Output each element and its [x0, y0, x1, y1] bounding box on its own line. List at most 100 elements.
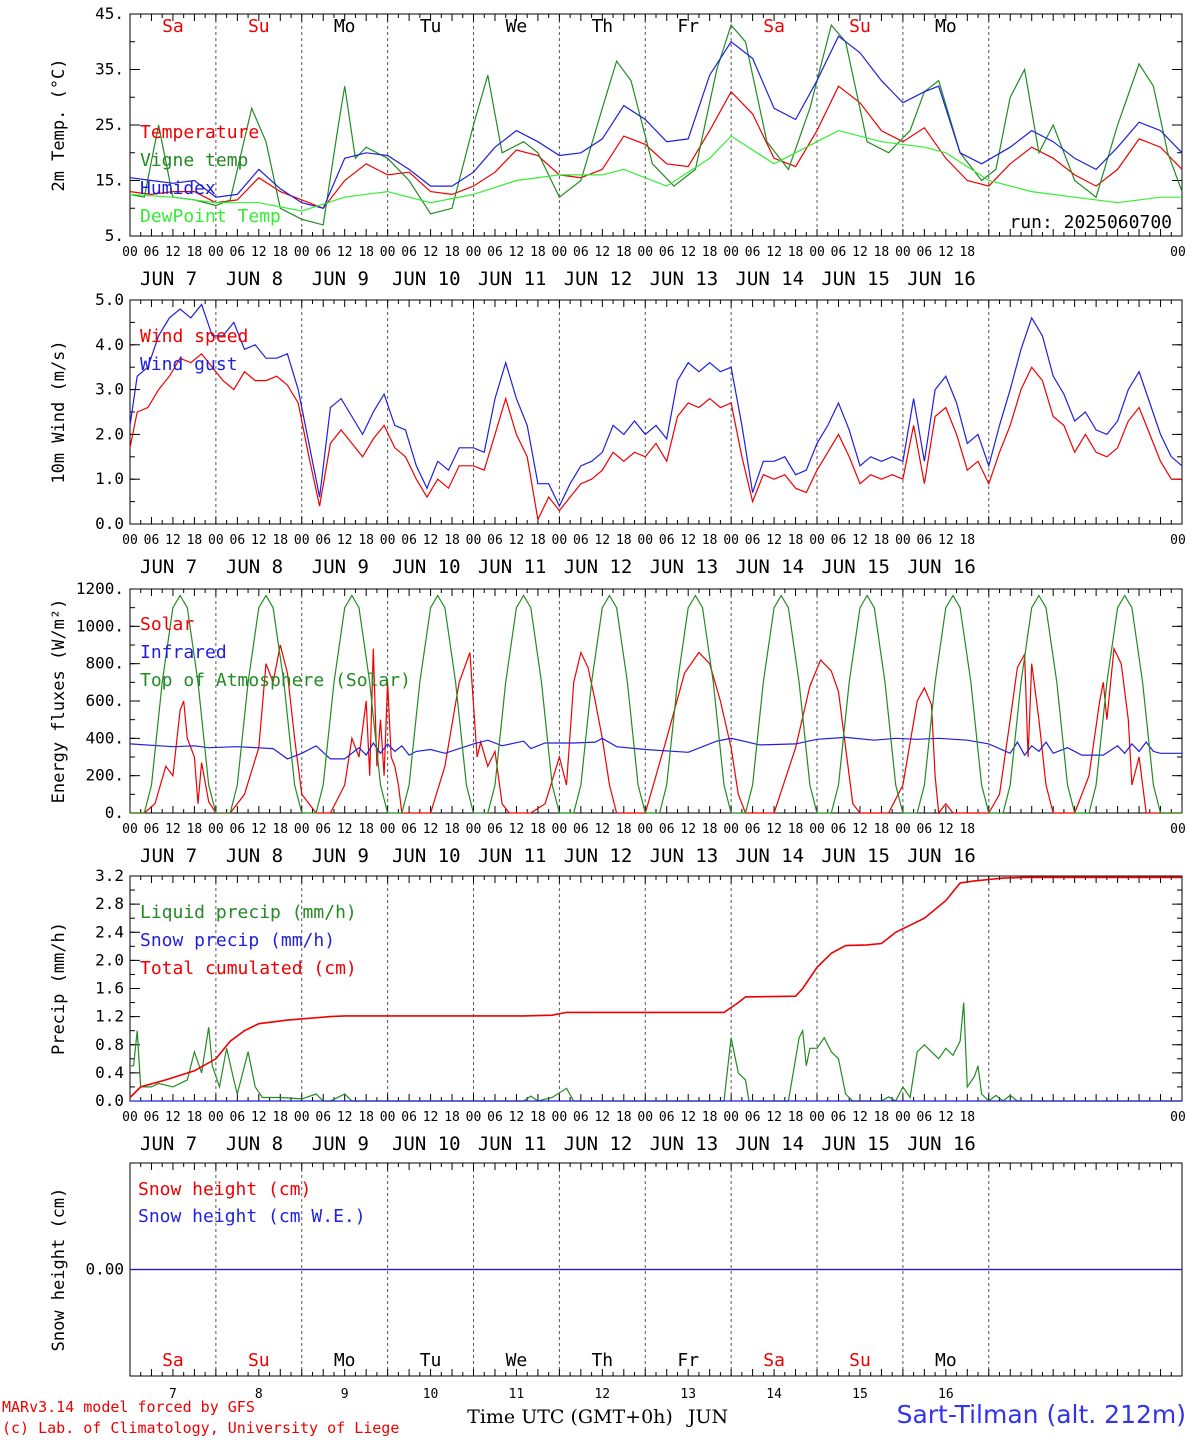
hour-tick-label: 00: [552, 822, 568, 837]
hour-tick-label: 12: [680, 245, 696, 260]
day-number-label: 15: [852, 1387, 868, 1402]
hour-tick-label: 12: [251, 1110, 267, 1125]
hour-tick-label: 18: [187, 822, 203, 837]
y-tick-label: 1200.: [76, 579, 124, 598]
y-tick-label: 0.0: [95, 514, 124, 533]
panel-2: 0.0 1.0 2.0 3.0 4.0 5.0 10m Wind (m/s) Wind spe…: [49, 290, 1186, 578]
hour-tick-label: 06: [745, 1110, 761, 1125]
legend-entry: Snow height (cm W.E.): [138, 1206, 366, 1227]
series-line: [129, 736, 1182, 760]
weekday-label: Mo: [334, 16, 356, 37]
hour-tick-label: 06: [831, 1110, 847, 1125]
date-label: JUN 10: [392, 845, 461, 867]
weekday-label: We: [506, 1350, 528, 1371]
weekday-label: We: [506, 16, 528, 37]
hour-tick-label: 00: [723, 245, 739, 260]
date-label: JUN 12: [564, 845, 633, 867]
y-tick-label: 1.0: [95, 469, 124, 488]
y-tick-label: 45.: [95, 4, 124, 23]
weekday-label: Sa: [763, 16, 785, 37]
date-label: JUN 11: [478, 1133, 547, 1155]
y-tick-label: 2.0: [95, 424, 124, 443]
hour-tick-label: 12: [938, 533, 954, 548]
hour-tick-label: 06: [487, 1110, 503, 1125]
hour-tick-label: 12: [766, 245, 782, 260]
hour-tick-label: 18: [788, 533, 804, 548]
legend-entry: Wind gust: [140, 354, 238, 375]
weekday-label: Sa: [763, 1350, 785, 1371]
hour-tick-label: 06: [659, 245, 675, 260]
hour-tick-label: 12: [594, 533, 610, 548]
legend-entry: Humidex: [140, 178, 216, 199]
hour-tick-label: 00: [294, 533, 310, 548]
hour-tick-label: 06: [831, 245, 847, 260]
day-number-label: 16: [938, 1387, 954, 1402]
hour-tick-label: 12: [680, 1110, 696, 1125]
y-tick-label: 0.00: [85, 1260, 124, 1279]
hour-tick-label: 06: [230, 245, 246, 260]
hour-tick-label: 00: [294, 822, 310, 837]
hour-tick-label: 12: [509, 245, 525, 260]
day-number-label: 11: [509, 1387, 525, 1402]
hour-tick-label: 00: [380, 1110, 396, 1125]
hour-tick-label: 06: [745, 245, 761, 260]
hour-tick-label: 00: [895, 822, 911, 837]
weekday-label: Th: [591, 16, 613, 37]
weekday-label: Th: [591, 1350, 613, 1371]
hour-tick-label: 00: [723, 822, 739, 837]
hour-tick-label: 12: [423, 533, 439, 548]
date-label: JUN 9: [312, 845, 369, 867]
hour-tick-label: 00: [208, 822, 224, 837]
hour-tick-label: 00: [380, 533, 396, 548]
legend-entry: Solar: [140, 614, 194, 635]
hour-tick-label: 06: [315, 533, 331, 548]
y-axis-label: 10m Wind (m/s): [49, 340, 69, 483]
hour-tick-label: 06: [230, 822, 246, 837]
hour-tick-label: 00: [122, 245, 138, 260]
panel-4: 0.0 0.4 0.8 1.2 1.6 2.0 2.4 2.8 3.2 Precip (mm/h)…: [49, 866, 1186, 1155]
hour-tick-label: 00: [809, 245, 825, 260]
hour-tick-label: 12: [509, 533, 525, 548]
weekday-label: Su: [248, 1350, 270, 1371]
weekday-label: Sa: [162, 1350, 184, 1371]
date-label: JUN 11: [478, 845, 547, 867]
day-number-label: 13: [680, 1387, 696, 1402]
hour-tick-label: 18: [616, 245, 632, 260]
hour-tick-label: 06: [487, 245, 503, 260]
legend-entry: Liquid precip (mm/h): [140, 902, 357, 923]
panel-3: 0. 200. 400. 600. 800. 1000. 1200. Energy fluxe…: [49, 579, 1186, 867]
hour-tick-label: 00: [466, 245, 482, 260]
y-tick-label: 3.0: [95, 380, 124, 399]
weekday-label: Su: [849, 1350, 871, 1371]
y-tick-label: 200.: [85, 766, 124, 785]
hour-tick-label: 18: [187, 245, 203, 260]
hour-tick-label: 18: [702, 1110, 718, 1125]
date-label: JUN 14: [735, 1133, 804, 1155]
hour-tick-label: 12: [594, 1110, 610, 1125]
hour-tick-label: 12: [165, 533, 181, 548]
hour-tick-label: 18: [272, 822, 288, 837]
date-label: JUN 16: [907, 268, 976, 290]
hour-tick-label: 18: [959, 1110, 975, 1125]
hour-tick-label: 00: [294, 245, 310, 260]
hour-tick-label: 18: [959, 533, 975, 548]
hour-tick-label: 12: [594, 245, 610, 260]
hour-tick-label: 00: [809, 822, 825, 837]
hour-tick-label: 06: [917, 245, 933, 260]
weekday-label: Mo: [935, 1350, 957, 1371]
series-line: [129, 23, 1183, 226]
hour-tick-label: 00: [809, 1110, 825, 1125]
hour-tick-label: 00: [294, 1110, 310, 1125]
hour-tick-label: 12: [165, 245, 181, 260]
hour-tick-label: 06: [917, 533, 933, 548]
legend-entry: Total cumulated (cm): [140, 958, 357, 979]
weekday-label: Su: [849, 16, 871, 37]
hour-tick-label: 12: [680, 533, 696, 548]
legend-entry: Snow precip (mm/h): [140, 930, 335, 951]
hour-tick-label: 00: [1170, 245, 1186, 260]
hour-tick-label: 06: [144, 1110, 160, 1125]
hour-tick-label: 18: [187, 1110, 203, 1125]
hour-tick-label: 18: [788, 822, 804, 837]
hour-tick-label: 18: [444, 1110, 460, 1125]
hour-tick-label: 18: [959, 822, 975, 837]
